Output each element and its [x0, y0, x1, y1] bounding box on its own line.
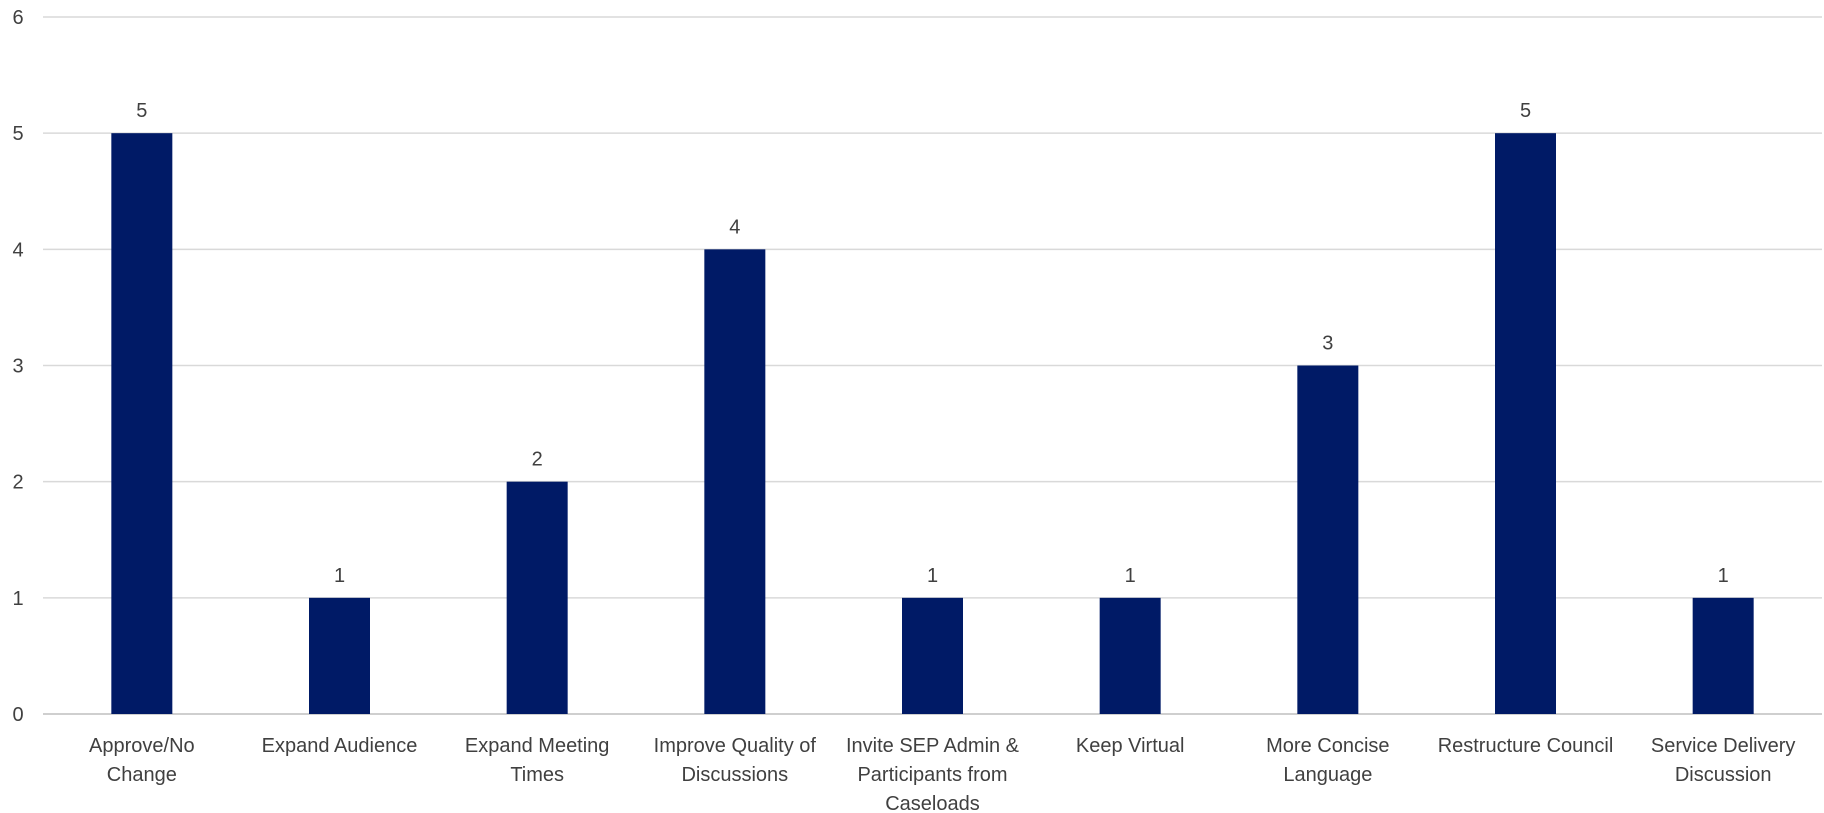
x-tick-label: Improve Quality of Discussions: [654, 735, 817, 786]
x-tick-label: Expand Meeting Times: [465, 735, 610, 786]
data-label: 5: [136, 100, 147, 122]
bars: [111, 133, 1754, 715]
data-label: 3: [1322, 333, 1333, 355]
y-tick-label: 4: [12, 239, 23, 261]
y-tick-label: 2: [12, 472, 23, 494]
bar: [1297, 365, 1359, 714]
bar: [1692, 597, 1754, 714]
bar: [704, 249, 766, 715]
bar: [506, 481, 568, 714]
bar: [309, 597, 370, 714]
data-label: 1: [334, 565, 345, 587]
bar: [111, 133, 173, 714]
x-tick-label: Invite SEP Admin & Participants from Casel…: [846, 735, 1020, 813]
x-tick-label: More Concise Language: [1266, 735, 1389, 786]
bar: [1099, 597, 1161, 714]
data-label: 5: [1520, 100, 1531, 122]
y-tick-label: 1: [12, 588, 23, 610]
x-axis-categories: Approve/No Change Expand Audience Expand Me…: [89, 735, 1795, 813]
x-tick-label: Service Delivery Discussion: [1651, 735, 1795, 786]
data-label: 4: [729, 216, 740, 238]
data-label: 1: [927, 565, 938, 587]
y-tick-label: 6: [12, 7, 23, 29]
bar: [902, 597, 963, 714]
x-tick-label: Restructure Council: [1438, 735, 1614, 757]
data-label: 2: [532, 449, 543, 471]
x-tick-label: Expand Audience: [262, 735, 418, 757]
y-tick-label: 5: [12, 123, 23, 145]
y-tick-label: 0: [12, 704, 23, 726]
x-tick-label: Keep Virtual: [1076, 735, 1185, 757]
y-tick-label: 3: [12, 356, 23, 378]
y-axis-ticks: 0 1 2 3 4 5 6: [12, 7, 23, 726]
data-label: 1: [1125, 565, 1136, 587]
data-label: 1: [1718, 565, 1729, 587]
data-labels: 5 1 2 4 1 1 3 5 1: [136, 100, 1728, 587]
bar: [1495, 133, 1556, 714]
x-tick-label: Approve/No Change: [89, 735, 195, 786]
